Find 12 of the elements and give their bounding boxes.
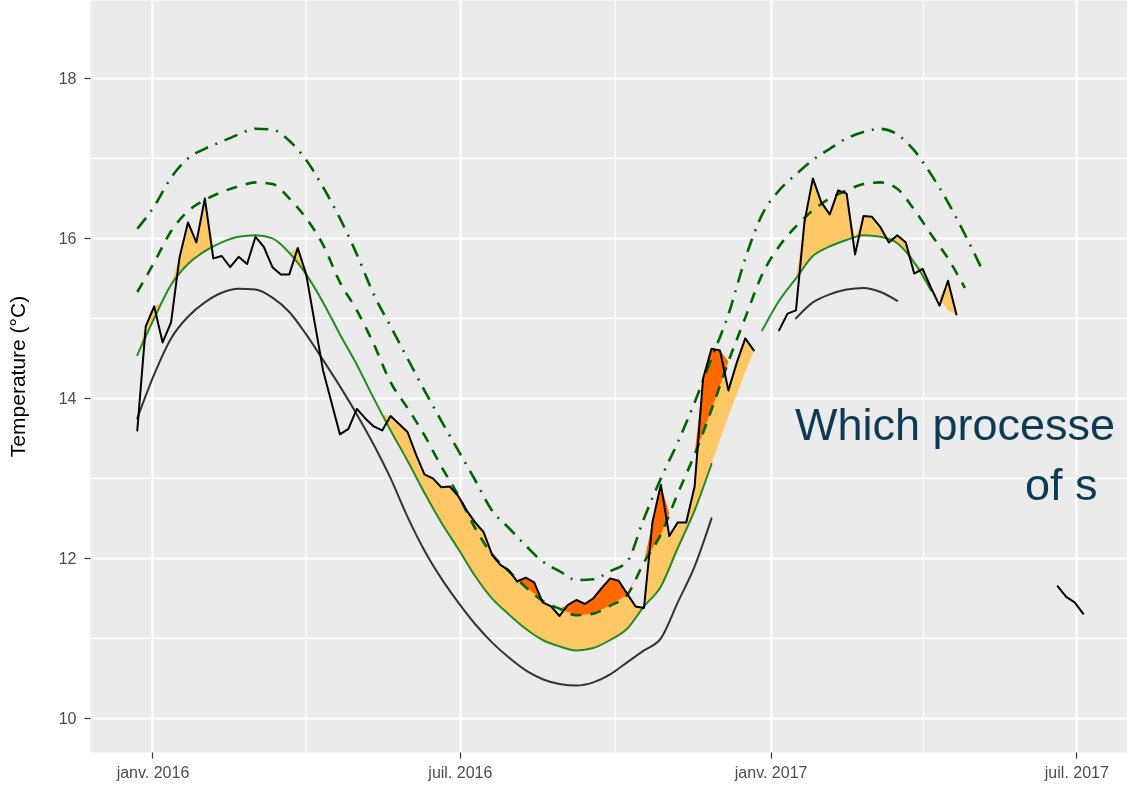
annotation: of s <box>1025 459 1098 510</box>
y-axis-title: Temperature (°C) <box>5 295 29 458</box>
annotation: Which processe <box>795 399 1116 450</box>
y-tick-label: 12 <box>58 549 77 567</box>
x-tick-label: janv. 2016 <box>115 763 190 781</box>
y-tick-label: 16 <box>58 229 77 247</box>
x-tick-label: janv. 2017 <box>733 763 808 781</box>
y-tick-label: 18 <box>58 69 77 87</box>
y-tick-label: 10 <box>58 709 77 727</box>
x-tick-label: juil. 2017 <box>1043 763 1109 781</box>
y-tick-label: 14 <box>58 389 77 407</box>
x-tick-label: juil. 2016 <box>427 763 493 781</box>
